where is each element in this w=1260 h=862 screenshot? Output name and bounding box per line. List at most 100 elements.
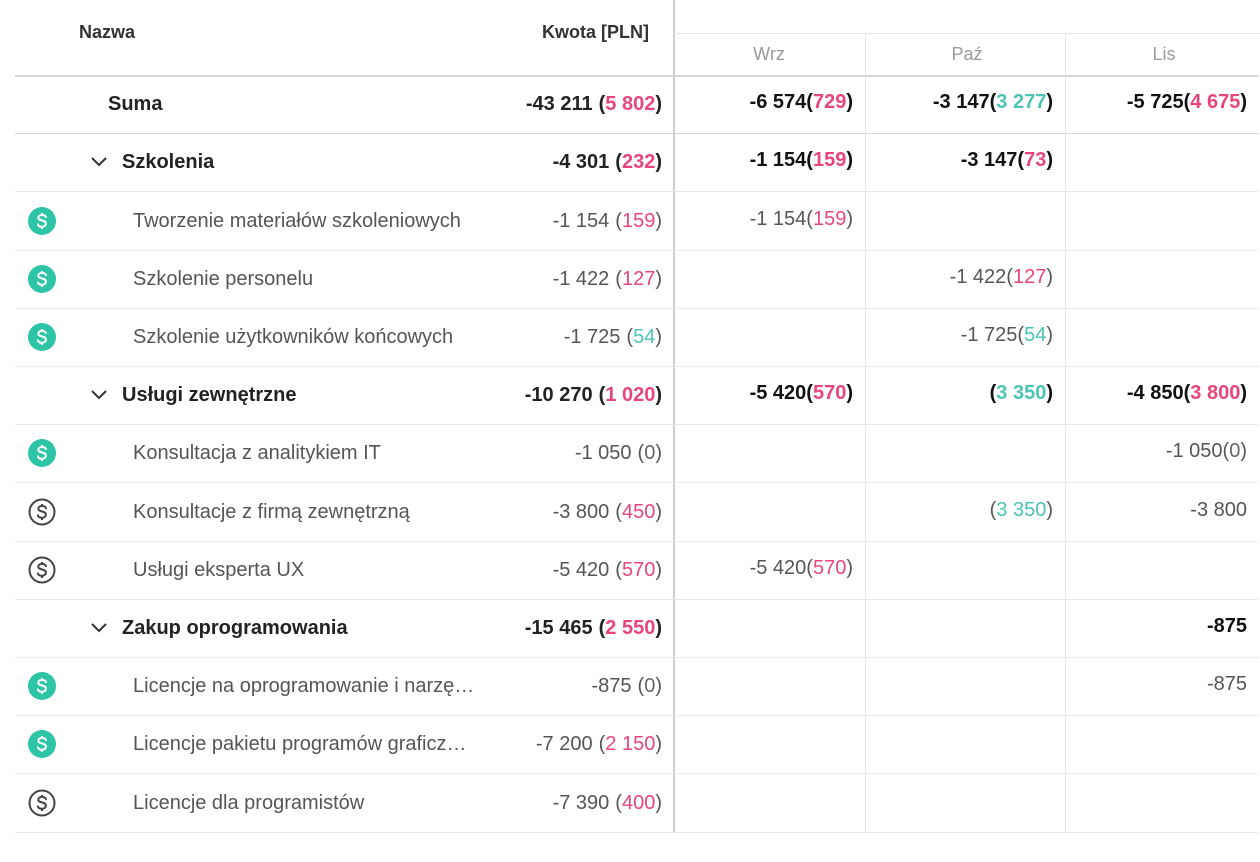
paren-close: )	[1046, 382, 1053, 405]
item-name: Licencje na oprogramowanie i narzę…	[133, 675, 475, 698]
amount-delta: 400	[621, 791, 656, 814]
group-name: Szkolenia	[122, 151, 215, 174]
month-header: Wrz	[753, 44, 785, 64]
amount-delta: 0	[644, 442, 656, 465]
group-name: Zakup oprogramowania	[122, 616, 348, 639]
paren-close: )	[846, 91, 853, 114]
paren-close: )	[655, 209, 662, 232]
header-amount: Kwota [PLN]	[542, 22, 649, 42]
paren-open: (	[615, 151, 622, 174]
amount-delta: 3 350	[996, 498, 1047, 521]
amount-delta: 1 020	[605, 384, 656, 407]
cost-icon	[28, 730, 56, 759]
divider	[15, 831, 1258, 833]
icon-part	[36, 679, 47, 693]
cost-icon	[28, 672, 56, 701]
amount-cell: -5 420 (570)	[553, 558, 662, 582]
paren-close: )	[1046, 323, 1053, 346]
icon-part	[28, 498, 56, 525]
divider	[15, 715, 1258, 717]
month-cell: -3 800	[1190, 498, 1247, 522]
cost-icon	[28, 206, 56, 235]
amount-delta: 3 800	[1190, 382, 1241, 405]
paren-close: )	[1240, 440, 1247, 463]
divider	[15, 133, 1258, 135]
expand-chevron[interactable]	[89, 385, 109, 405]
amount-delta: 729	[812, 91, 847, 114]
cost-icon	[28, 556, 56, 584]
month-cell: -1 725(54)	[961, 323, 1053, 347]
item-name: Szkolenie użytkowników końcowych	[133, 325, 454, 348]
divider	[15, 482, 1258, 484]
paren-close: )	[1046, 498, 1053, 521]
icon-part	[91, 157, 107, 167]
paren-close: )	[655, 675, 662, 698]
divider	[865, 33, 866, 832]
amount-value: -5 725	[1126, 91, 1184, 114]
paren-close: )	[655, 616, 662, 639]
amount-value: -3 147	[960, 149, 1018, 172]
amount-delta: 3 277	[996, 91, 1047, 114]
amount-delta: 159	[812, 207, 847, 230]
divider	[15, 773, 1258, 775]
paren-open: (	[1006, 265, 1013, 288]
icon-part	[36, 795, 47, 810]
icon-part	[28, 789, 56, 816]
paren-close: )	[846, 149, 853, 172]
amount-cell: -1 154 (159)	[553, 209, 662, 233]
amount-value: -3 147	[932, 91, 990, 114]
amount-value: -43 211	[525, 93, 593, 116]
paren-open: (	[598, 733, 606, 756]
amount-delta: 127	[621, 267, 656, 290]
divider	[673, 33, 1260, 34]
paren-open: (	[615, 267, 622, 290]
month-cell: -1 050(0)	[1166, 439, 1247, 463]
item-name: Konsultacja z analitykiem IT	[133, 442, 381, 465]
amount-value: -875	[1206, 614, 1247, 637]
cost-icon	[28, 322, 56, 351]
paren-close: )	[1240, 382, 1247, 405]
icon-part	[91, 390, 107, 400]
paren-open: (	[806, 91, 813, 114]
amount-value: -1 154	[749, 149, 807, 172]
month-header: Paź	[951, 44, 983, 64]
icon-part	[36, 562, 47, 577]
divider	[15, 540, 1258, 542]
icon-part	[36, 446, 47, 461]
month-cell: (3 350)	[990, 381, 1053, 405]
amount-delta: 159	[621, 209, 656, 232]
amount-value: -1 050	[574, 442, 632, 465]
paren-close: )	[846, 207, 853, 230]
amount-delta: 570	[812, 556, 847, 579]
paren-close: )	[655, 558, 662, 581]
paren-close: )	[1240, 91, 1247, 114]
paren-open: (	[615, 791, 622, 814]
amount-value: -3 800	[1190, 498, 1247, 521]
month-cell: -1 154(159)	[750, 207, 853, 231]
paren-close: )	[655, 733, 662, 756]
paren-open: (	[637, 675, 645, 698]
paren-open: (	[1183, 91, 1191, 114]
paren-close: )	[1046, 265, 1053, 288]
amount-cell: -3 800 (450)	[553, 500, 662, 524]
divider	[15, 424, 1258, 426]
paren-open: (	[1222, 440, 1230, 463]
amount-cell: -1 725 (54)	[564, 325, 662, 349]
divider	[673, 0, 675, 832]
expand-chevron[interactable]	[89, 618, 109, 638]
item-name: Szkolenie personelu	[133, 267, 314, 290]
paren-open: (	[626, 325, 634, 348]
paren-close: )	[655, 93, 662, 116]
paren-close: )	[655, 384, 662, 407]
expand-chevron[interactable]	[89, 152, 109, 172]
amount-delta: 232	[621, 151, 656, 174]
amount-cell: -7 390 (400)	[553, 791, 662, 815]
amount-cell: -15 465 (2 550)	[525, 616, 662, 640]
icon-part	[91, 623, 107, 633]
item-name: Usługi eksperta UX	[133, 558, 305, 581]
group-name: Usługi zewnętrzne	[122, 384, 297, 407]
amount-value: -1 050	[1165, 440, 1223, 463]
month-cell: -5 420(570)	[750, 381, 853, 405]
paren-open: (	[806, 149, 813, 172]
